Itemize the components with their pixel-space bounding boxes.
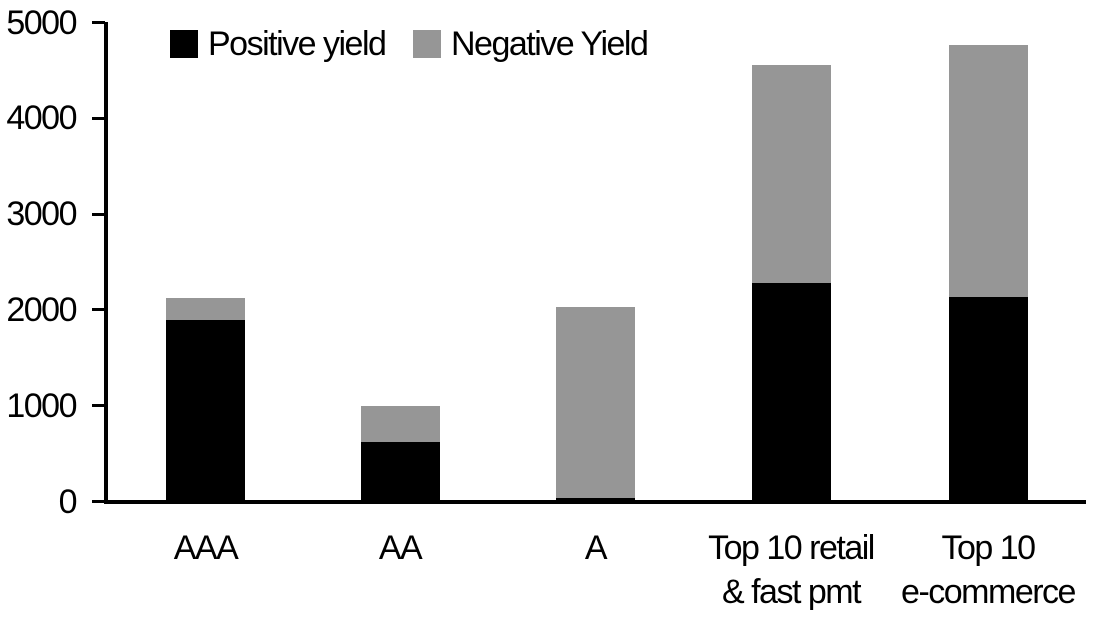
bar-segment-negative-yield-top-10-e-commerce	[948, 44, 1028, 297]
bar-segment-positive-yield-a	[556, 497, 635, 502]
bar-segment-negative-yield-top-10-retail-fast-pmt	[751, 64, 831, 284]
y-tick-label-3000: 3000	[6, 195, 77, 234]
x-axis-label-aa: AA	[378, 529, 423, 567]
y-tick-3000	[92, 212, 105, 216]
legend-swatch-negative-yield	[413, 30, 441, 58]
y-tick-label-2000: 2000	[6, 290, 77, 329]
bar-segment-positive-yield-aa	[360, 442, 440, 502]
y-tick-label-5000: 5000	[6, 3, 77, 42]
y-tick-1000	[92, 404, 105, 408]
y-tick-0	[92, 500, 105, 503]
x-axis-label-aaa: AAA	[173, 529, 239, 567]
x-axis-label-a: A	[584, 529, 608, 567]
bar-segment-negative-yield-aa	[360, 405, 440, 443]
legend-swatch-positive-yield	[170, 30, 198, 58]
legend-item-positive-yield: Positive yield	[170, 25, 387, 63]
legend-item-negative-yield: Negative Yield	[413, 25, 649, 63]
x-axis-label-top-10-retail-fast-pmt: Top 10 retail & fast pmt	[708, 529, 875, 611]
y-tick-5000	[92, 21, 105, 25]
x-axis-line	[104, 500, 1086, 504]
bar-segment-negative-yield-aaa	[166, 298, 245, 320]
x-axis-label-top-10-e-commerce: Top 10 e-commerce	[901, 529, 1076, 611]
bar-segment-negative-yield-a	[556, 307, 635, 498]
legend-label-negative-yield: Negative Yield	[451, 25, 649, 63]
y-tick-label-0: 0	[58, 482, 78, 521]
y-tick-label-4000: 4000	[6, 99, 77, 138]
bar-segment-positive-yield-top-10-e-commerce	[948, 296, 1028, 502]
legend-label-positive-yield: Positive yield	[208, 25, 387, 63]
bar-segment-positive-yield-top-10-retail-fast-pmt	[751, 283, 831, 502]
y-tick-label-1000: 1000	[6, 386, 77, 425]
bar-segment-positive-yield-aaa	[166, 319, 245, 502]
y-tick-4000	[92, 116, 105, 120]
y-tick-2000	[92, 308, 105, 312]
y-axis-line	[104, 22, 108, 503]
